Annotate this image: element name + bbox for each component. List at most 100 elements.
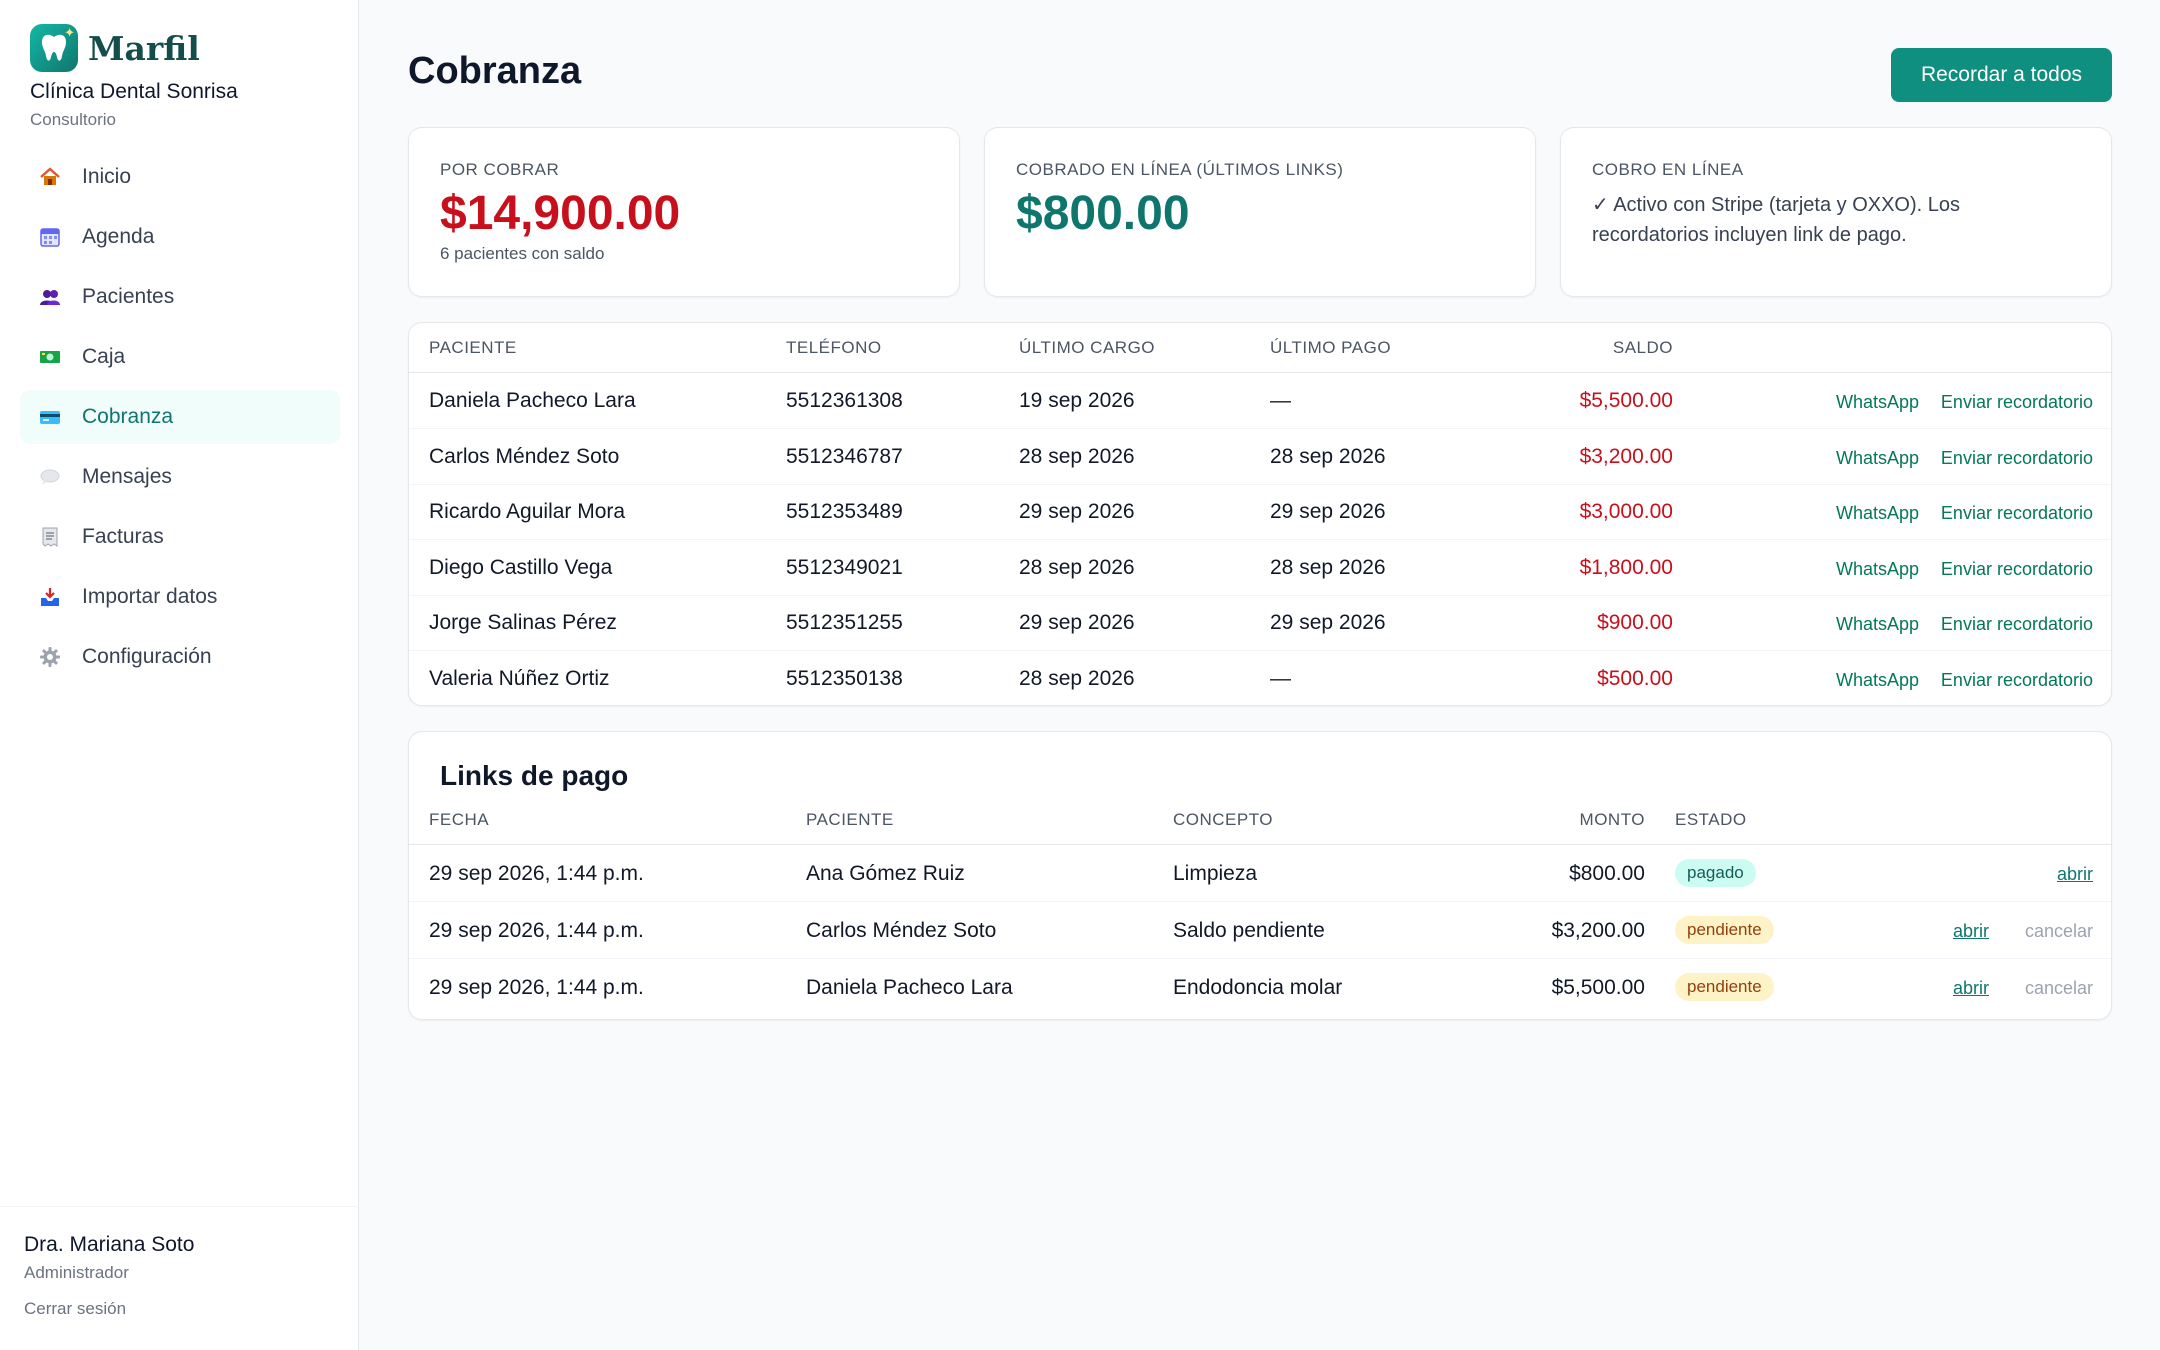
whatsapp-link[interactable]: WhatsApp xyxy=(1835,503,1919,523)
collected-value: $800.00 xyxy=(1016,187,1190,240)
open-link[interactable]: abrir xyxy=(2056,864,2093,884)
table-row: 29 sep 2026, 1:44 p.m. Daniela Pacheco La… xyxy=(409,960,2111,1016)
whatsapp-link[interactable]: WhatsApp xyxy=(1835,558,1919,579)
receipt-icon xyxy=(38,525,62,549)
payment-links-title: Links de pago xyxy=(440,760,629,791)
cancel-link[interactable]: cancelar xyxy=(2024,921,2093,941)
link-concept: Endodoncia molar xyxy=(1173,976,1343,999)
col-phone: TELÉFONO xyxy=(786,338,882,357)
status-badge: pendiente xyxy=(1675,973,1774,1001)
sidebar-item-pacientes[interactable]: Pacientes xyxy=(20,270,340,324)
sidebar-item-label: Caja xyxy=(82,345,126,368)
balance-amount: $3,200.00 xyxy=(1579,444,1673,468)
link-patient: Carlos Méndez Soto xyxy=(806,919,997,942)
link-date: 29 sep 2026, 1:44 p.m. xyxy=(429,919,644,942)
balance-amount: $3,000.00 xyxy=(1579,500,1673,523)
send-reminder-link[interactable]: Enviar recordatorio xyxy=(1940,558,2093,579)
brand-name: Marfil xyxy=(88,28,200,68)
patient-phone: 5512346787 xyxy=(786,444,903,468)
table-header: FECHA PACIENTE CONCEPTO MONTO ESTADO xyxy=(409,795,2111,845)
sidebar-item-mensajes[interactable]: Mensajes xyxy=(20,450,340,504)
col-patient: PACIENTE xyxy=(806,810,894,829)
patient-phone: 5512350138 xyxy=(786,666,903,690)
col-balance: SALDO xyxy=(1612,338,1673,357)
online-payment-text: ✓ Activo con Stripe (tarjeta y OXXO). Lo… xyxy=(1592,194,1961,246)
send-reminder-link[interactable]: Enviar recordatorio xyxy=(1940,614,2093,634)
link-concept: Limpieza xyxy=(1173,862,1258,885)
sidebar-item-importar-datos[interactable]: Importar datos xyxy=(20,570,340,624)
patient-name: Daniela Pacheco Lara xyxy=(429,389,636,412)
calendar-icon xyxy=(38,225,62,249)
sidebar-item-configuracion[interactable]: Configuración xyxy=(20,630,340,684)
open-link[interactable]: abrir xyxy=(1952,978,1989,998)
gear-icon xyxy=(38,645,62,669)
last-charge-date: 28 sep 2026 xyxy=(1019,555,1135,579)
whatsapp-link[interactable]: WhatsApp xyxy=(1835,392,1919,412)
money-icon xyxy=(38,345,62,369)
send-reminder-link[interactable]: Enviar recordatorio xyxy=(1940,447,2093,468)
clinic-name: Clínica Dental Sonrisa xyxy=(30,80,238,103)
status-badge: pagado xyxy=(1675,859,1756,887)
balances-table: PACIENTE TELÉFONO ÚLTIMO CARGO ÚLTIMO PA… xyxy=(408,322,2112,706)
speech-bubble-icon xyxy=(38,465,62,489)
last-charge-date: 29 sep 2026 xyxy=(1019,500,1135,523)
receivable-label: POR COBRAR xyxy=(440,160,560,179)
clinic-type: Consultorio xyxy=(30,110,116,129)
patient-name: Jorge Salinas Pérez xyxy=(429,611,617,634)
link-concept: Saldo pendiente xyxy=(1173,919,1325,942)
user-role: Administrador xyxy=(24,1263,129,1282)
sidebar-item-facturas[interactable]: Facturas xyxy=(20,510,340,564)
receivable-value: $14,900.00 xyxy=(440,187,681,240)
receivable-card: POR COBRAR $14,900.00 6 pacientes con sa… xyxy=(408,127,960,297)
table-row: Ricardo Aguilar Mora 5512353489 29 sep 202… xyxy=(409,484,2111,540)
last-payment-date: 28 sep 2026 xyxy=(1270,444,1386,468)
open-link[interactable]: abrir xyxy=(1952,921,1989,941)
whatsapp-link[interactable]: WhatsApp xyxy=(1835,614,1919,634)
last-charge-date: 28 sep 2026 xyxy=(1019,444,1135,468)
sidebar-item-inicio[interactable]: Inicio xyxy=(20,150,340,204)
cancel-link[interactable]: cancelar xyxy=(2024,978,2093,998)
balance-amount: $500.00 xyxy=(1597,666,1673,690)
last-payment-date: 29 sep 2026 xyxy=(1270,500,1386,523)
brand[interactable]: ✦ Marfil xyxy=(30,24,200,72)
col-amount: MONTO xyxy=(1579,810,1645,829)
last-charge-date: 28 sep 2026 xyxy=(1019,666,1135,690)
table-row: 29 sep 2026, 1:44 p.m. Ana Gómez Ruiz Limp… xyxy=(409,846,2111,902)
payment-links-table: Links de pago FECHA PACIENTE CONCEPTO MO… xyxy=(408,731,2112,1020)
col-date: FECHA xyxy=(429,810,490,829)
link-date: 29 sep 2026, 1:44 p.m. xyxy=(429,862,644,885)
send-reminder-link[interactable]: Enviar recordatorio xyxy=(1940,503,2093,523)
sidebar-nav: Inicio Agenda Pacientes Caja Cobranza xyxy=(20,150,340,690)
patient-name: Valeria Núñez Ortiz xyxy=(429,666,610,690)
logout-link[interactable]: Cerrar sesión xyxy=(24,1299,127,1318)
link-amount: $5,500.00 xyxy=(1551,976,1645,999)
last-charge-date: 19 sep 2026 xyxy=(1019,389,1135,412)
user-name: Dra. Mariana Soto xyxy=(24,1233,195,1256)
patient-name: Diego Castillo Vega xyxy=(429,555,613,579)
table-row: Valeria Núñez Ortiz 5512350138 28 sep 2026… xyxy=(409,651,2111,706)
patient-name: Carlos Méndez Soto xyxy=(429,444,620,468)
sidebar-item-cobranza[interactable]: Cobranza xyxy=(20,390,340,444)
whatsapp-link[interactable]: WhatsApp xyxy=(1835,447,1919,468)
sidebar-item-agenda[interactable]: Agenda xyxy=(20,210,340,264)
sidebar-item-label: Pacientes xyxy=(82,285,175,308)
receivable-sub: 6 pacientes con saldo xyxy=(440,244,605,263)
table-row: Daniela Pacheco Lara 5512361308 19 sep 202… xyxy=(409,373,2111,429)
users-icon xyxy=(38,285,62,309)
page-title: Cobranza xyxy=(408,50,582,92)
patient-phone: 5512349021 xyxy=(786,555,903,579)
last-payment-date: — xyxy=(1270,666,1291,690)
sidebar-item-caja[interactable]: Caja xyxy=(20,330,340,384)
whatsapp-link[interactable]: WhatsApp xyxy=(1835,669,1919,690)
collected-card: COBRADO EN LÍNEA (ÚLTIMOS LINKS) $800.00 xyxy=(984,127,1536,297)
remind-all-button[interactable]: Recordar a todos xyxy=(1891,48,2112,102)
collected-label: COBRADO EN LÍNEA (ÚLTIMOS LINKS) xyxy=(1016,160,1344,179)
send-reminder-link[interactable]: Enviar recordatorio xyxy=(1940,392,2093,412)
sidebar-item-label: Inicio xyxy=(82,165,132,188)
patient-phone: 5512351255 xyxy=(786,611,903,634)
send-reminder-link[interactable]: Enviar recordatorio xyxy=(1940,669,2093,690)
online-payment-label: COBRO EN LÍNEA xyxy=(1592,160,1744,179)
table-row: Jorge Salinas Pérez 5512351255 29 sep 2026… xyxy=(409,595,2111,651)
house-icon xyxy=(38,165,62,189)
patient-phone: 5512361308 xyxy=(786,389,903,412)
